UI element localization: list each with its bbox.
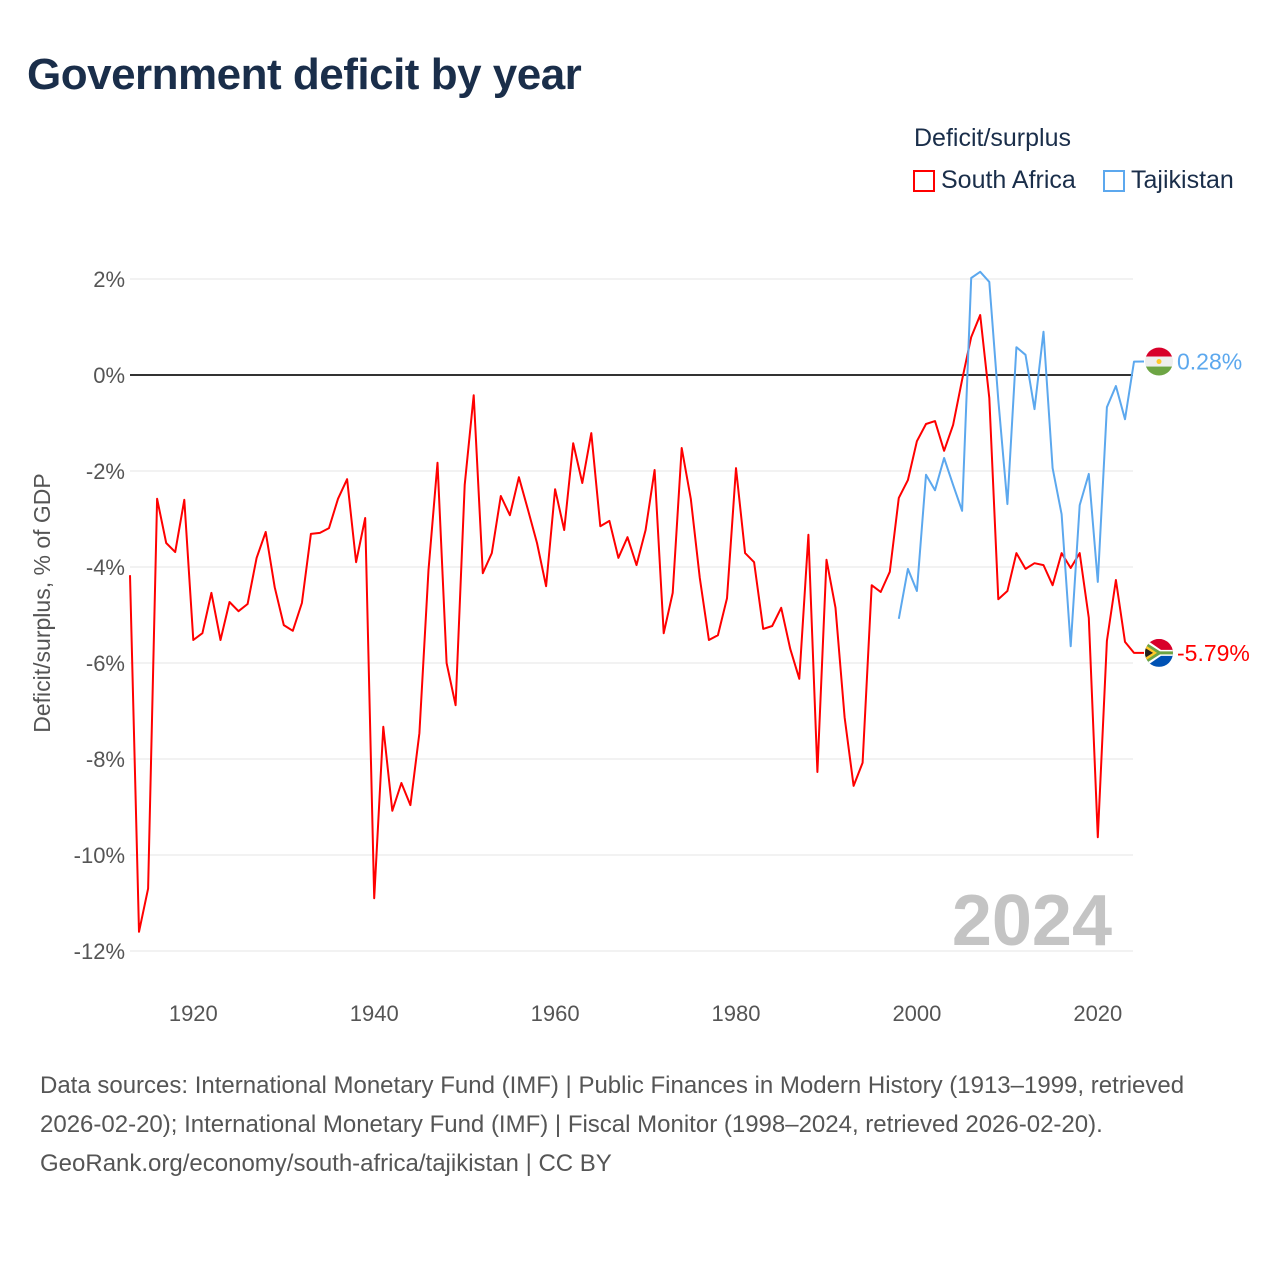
end-value-label: 0.28% bbox=[1177, 349, 1242, 375]
legend-title: Deficit/surplus bbox=[914, 124, 1071, 152]
x-tick-label: 1920 bbox=[169, 1001, 218, 1026]
chart-title: Government deficit by year bbox=[27, 50, 582, 99]
y-tick-label: 0% bbox=[93, 363, 125, 388]
y-tick-label: -2% bbox=[86, 459, 125, 484]
legend-item-south-africa[interactable]: South Africa bbox=[913, 166, 1076, 195]
south-africa-flag-icon bbox=[1145, 638, 1173, 667]
y-tick-label: -8% bbox=[86, 747, 125, 772]
y-axis-label: Deficit/surplus, % of GDP bbox=[29, 473, 55, 732]
line-chart: 2% 0% -2% -4% -6% -8% -10% -12% 1920 1940 1960 1980… bbox=[29, 267, 1250, 1026]
series-line-south-africa bbox=[129, 314, 1145, 933]
legend-swatch bbox=[1103, 169, 1125, 192]
y-tick-label: 2% bbox=[93, 267, 125, 292]
legend-swatch bbox=[913, 169, 935, 192]
x-tick-label: 2020 bbox=[1073, 1001, 1122, 1026]
data-sources: Data sources: International Monetary Fun… bbox=[40, 1072, 1185, 1138]
footer: Data sources: International Monetary Fun… bbox=[40, 1066, 1240, 1183]
x-tick-label: 1940 bbox=[350, 1001, 399, 1026]
x-tick-label: 1960 bbox=[531, 1001, 580, 1026]
legend-item-tajikistan[interactable]: Tajikistan bbox=[1103, 166, 1234, 195]
year-watermark: 2024 bbox=[952, 881, 1112, 961]
end-value-label: -5.79% bbox=[1177, 640, 1250, 666]
x-tick-label: 2000 bbox=[892, 1001, 941, 1026]
x-tick-label: 1980 bbox=[712, 1001, 761, 1026]
y-tick-label: -6% bbox=[86, 651, 125, 676]
legend-label: South Africa bbox=[941, 166, 1076, 194]
series-line-tajikistan bbox=[897, 270, 1145, 648]
y-tick-label: -12% bbox=[74, 939, 125, 964]
y-tick-label: -4% bbox=[86, 555, 125, 580]
tajikistan-flag-icon bbox=[1145, 347, 1173, 376]
legend-label: Tajikistan bbox=[1131, 166, 1234, 194]
credit-link[interactable]: GeoRank.org/economy/south-africa/tajikis… bbox=[40, 1150, 612, 1177]
y-tick-label: -10% bbox=[74, 843, 125, 868]
